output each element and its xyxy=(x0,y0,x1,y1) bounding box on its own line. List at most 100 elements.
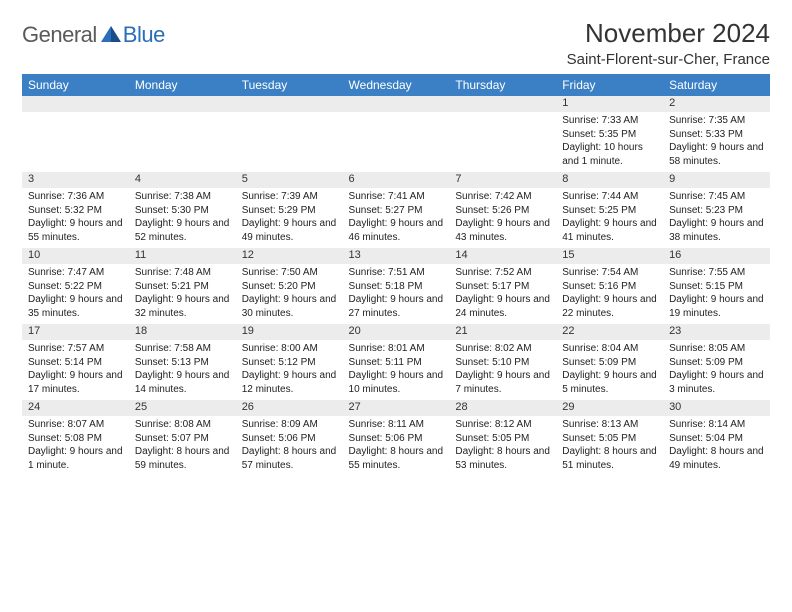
day-details-cell xyxy=(129,112,236,172)
weekday-header: Saturday xyxy=(663,74,770,96)
day-number-cell xyxy=(22,96,129,112)
sunset-text: Sunset: 5:06 PM xyxy=(242,432,337,446)
sunrise-text: Sunrise: 7:36 AM xyxy=(28,190,123,204)
sunrise-text: Sunrise: 7:54 AM xyxy=(562,266,657,280)
sunrise-text: Sunrise: 7:45 AM xyxy=(669,190,764,204)
sunrise-text: Sunrise: 7:38 AM xyxy=(135,190,230,204)
sunrise-text: Sunrise: 7:41 AM xyxy=(349,190,444,204)
daylight-text: Daylight: 9 hours and 12 minutes. xyxy=(242,369,337,396)
sunset-text: Sunset: 5:04 PM xyxy=(669,432,764,446)
sunset-text: Sunset: 5:20 PM xyxy=(242,280,337,294)
day-number-cell: 21 xyxy=(449,324,556,340)
sunset-text: Sunset: 5:23 PM xyxy=(669,204,764,218)
day-details-row: Sunrise: 7:47 AMSunset: 5:22 PMDaylight:… xyxy=(22,264,770,324)
sunset-text: Sunset: 5:11 PM xyxy=(349,356,444,370)
day-details-cell: Sunrise: 7:52 AMSunset: 5:17 PMDaylight:… xyxy=(449,264,556,324)
sunrise-text: Sunrise: 7:42 AM xyxy=(455,190,550,204)
logo-text-blue: Blue xyxy=(123,22,165,48)
day-number-cell: 11 xyxy=(129,248,236,264)
sunset-text: Sunset: 5:25 PM xyxy=(562,204,657,218)
weekday-header: Thursday xyxy=(449,74,556,96)
daylight-text: Daylight: 9 hours and 46 minutes. xyxy=(349,217,444,244)
day-details-cell: Sunrise: 7:47 AMSunset: 5:22 PMDaylight:… xyxy=(22,264,129,324)
logo: General Blue xyxy=(22,18,165,48)
sunset-text: Sunset: 5:27 PM xyxy=(349,204,444,218)
header: General Blue November 2024 Saint-Florent… xyxy=(22,18,770,68)
day-details-cell: Sunrise: 7:48 AMSunset: 5:21 PMDaylight:… xyxy=(129,264,236,324)
day-number-cell: 7 xyxy=(449,172,556,188)
sunset-text: Sunset: 5:15 PM xyxy=(669,280,764,294)
day-details-cell: Sunrise: 8:12 AMSunset: 5:05 PMDaylight:… xyxy=(449,416,556,476)
day-number-cell xyxy=(449,96,556,112)
day-details-cell: Sunrise: 7:58 AMSunset: 5:13 PMDaylight:… xyxy=(129,340,236,400)
day-number-row: 24252627282930 xyxy=(22,400,770,416)
day-details-row: Sunrise: 7:33 AMSunset: 5:35 PMDaylight:… xyxy=(22,112,770,172)
day-number-cell: 26 xyxy=(236,400,343,416)
day-details-cell: Sunrise: 8:04 AMSunset: 5:09 PMDaylight:… xyxy=(556,340,663,400)
sunrise-text: Sunrise: 7:50 AM xyxy=(242,266,337,280)
sunrise-text: Sunrise: 8:13 AM xyxy=(562,418,657,432)
sunset-text: Sunset: 5:16 PM xyxy=(562,280,657,294)
sunset-text: Sunset: 5:08 PM xyxy=(28,432,123,446)
day-number-cell: 4 xyxy=(129,172,236,188)
sunset-text: Sunset: 5:05 PM xyxy=(562,432,657,446)
daylight-text: Daylight: 9 hours and 27 minutes. xyxy=(349,293,444,320)
daylight-text: Daylight: 9 hours and 22 minutes. xyxy=(562,293,657,320)
day-details-cell: Sunrise: 8:07 AMSunset: 5:08 PMDaylight:… xyxy=(22,416,129,476)
daylight-text: Daylight: 9 hours and 24 minutes. xyxy=(455,293,550,320)
sunset-text: Sunset: 5:26 PM xyxy=(455,204,550,218)
day-number-cell: 27 xyxy=(343,400,450,416)
day-number-cell: 24 xyxy=(22,400,129,416)
sunset-text: Sunset: 5:12 PM xyxy=(242,356,337,370)
sunset-text: Sunset: 5:18 PM xyxy=(349,280,444,294)
day-number-row: 17181920212223 xyxy=(22,324,770,340)
calendar-table: Sunday Monday Tuesday Wednesday Thursday… xyxy=(22,74,770,476)
sunset-text: Sunset: 5:07 PM xyxy=(135,432,230,446)
daylight-text: Daylight: 8 hours and 57 minutes. xyxy=(242,445,337,472)
day-number-cell: 15 xyxy=(556,248,663,264)
day-details-cell: Sunrise: 8:13 AMSunset: 5:05 PMDaylight:… xyxy=(556,416,663,476)
weekday-header: Sunday xyxy=(22,74,129,96)
daylight-text: Daylight: 9 hours and 32 minutes. xyxy=(135,293,230,320)
day-number-cell: 23 xyxy=(663,324,770,340)
day-number-cell xyxy=(343,96,450,112)
day-number-cell: 30 xyxy=(663,400,770,416)
daylight-text: Daylight: 8 hours and 55 minutes. xyxy=(349,445,444,472)
daylight-text: Daylight: 9 hours and 55 minutes. xyxy=(28,217,123,244)
sunrise-text: Sunrise: 8:02 AM xyxy=(455,342,550,356)
daylight-text: Daylight: 9 hours and 41 minutes. xyxy=(562,217,657,244)
day-details-cell: Sunrise: 8:01 AMSunset: 5:11 PMDaylight:… xyxy=(343,340,450,400)
sunset-text: Sunset: 5:13 PM xyxy=(135,356,230,370)
sunrise-text: Sunrise: 8:09 AM xyxy=(242,418,337,432)
sunrise-text: Sunrise: 7:39 AM xyxy=(242,190,337,204)
day-number-row: 12 xyxy=(22,96,770,112)
day-details-cell: Sunrise: 8:09 AMSunset: 5:06 PMDaylight:… xyxy=(236,416,343,476)
sunrise-text: Sunrise: 8:07 AM xyxy=(28,418,123,432)
day-details-cell xyxy=(449,112,556,172)
day-number-cell: 14 xyxy=(449,248,556,264)
logo-triangle-icon xyxy=(101,26,121,42)
day-number-cell xyxy=(129,96,236,112)
daylight-text: Daylight: 9 hours and 38 minutes. xyxy=(669,217,764,244)
weekday-header-row: Sunday Monday Tuesday Wednesday Thursday… xyxy=(22,74,770,96)
day-number-cell: 28 xyxy=(449,400,556,416)
sunrise-text: Sunrise: 7:33 AM xyxy=(562,114,657,128)
sunrise-text: Sunrise: 7:51 AM xyxy=(349,266,444,280)
sunset-text: Sunset: 5:33 PM xyxy=(669,128,764,142)
day-details-cell: Sunrise: 8:14 AMSunset: 5:04 PMDaylight:… xyxy=(663,416,770,476)
sunset-text: Sunset: 5:17 PM xyxy=(455,280,550,294)
sunrise-text: Sunrise: 7:35 AM xyxy=(669,114,764,128)
sunset-text: Sunset: 5:09 PM xyxy=(669,356,764,370)
sunset-text: Sunset: 5:10 PM xyxy=(455,356,550,370)
daylight-text: Daylight: 9 hours and 10 minutes. xyxy=(349,369,444,396)
sunrise-text: Sunrise: 8:12 AM xyxy=(455,418,550,432)
day-details-cell: Sunrise: 8:11 AMSunset: 5:06 PMDaylight:… xyxy=(343,416,450,476)
day-details-cell: Sunrise: 7:51 AMSunset: 5:18 PMDaylight:… xyxy=(343,264,450,324)
day-details-cell: Sunrise: 7:39 AMSunset: 5:29 PMDaylight:… xyxy=(236,188,343,248)
day-number-cell: 13 xyxy=(343,248,450,264)
day-number-cell: 22 xyxy=(556,324,663,340)
sunrise-text: Sunrise: 8:04 AM xyxy=(562,342,657,356)
day-number-cell: 9 xyxy=(663,172,770,188)
sunrise-text: Sunrise: 7:58 AM xyxy=(135,342,230,356)
sunrise-text: Sunrise: 8:05 AM xyxy=(669,342,764,356)
